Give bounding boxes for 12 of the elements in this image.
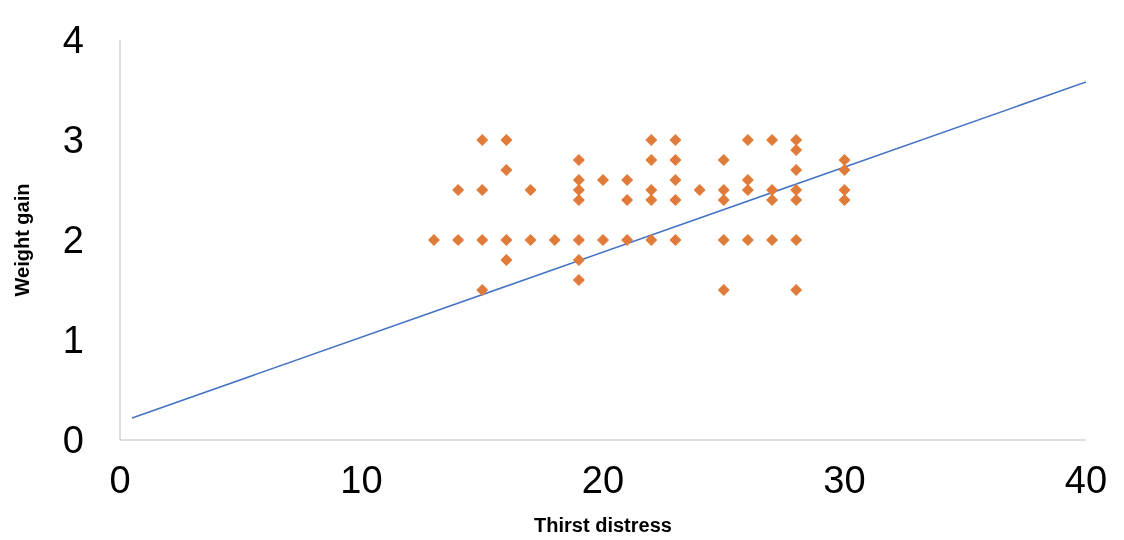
x-tick-label: 0 [109,458,131,501]
y-tick-label: 1 [62,319,84,362]
y-tick-label: 2 [62,219,84,262]
x-tick-label: 10 [340,458,383,501]
y-tick-label: 0 [62,419,84,462]
y-axis-title: Weight gain [11,183,34,297]
x-tick-label: 30 [823,458,866,501]
x-axis-title: Thirst distress [534,514,672,536]
y-tick-label: 3 [62,119,84,162]
y-tick-label: 4 [62,19,84,62]
x-tick-label: 40 [1064,458,1108,501]
x-tick-label: 20 [581,458,625,501]
